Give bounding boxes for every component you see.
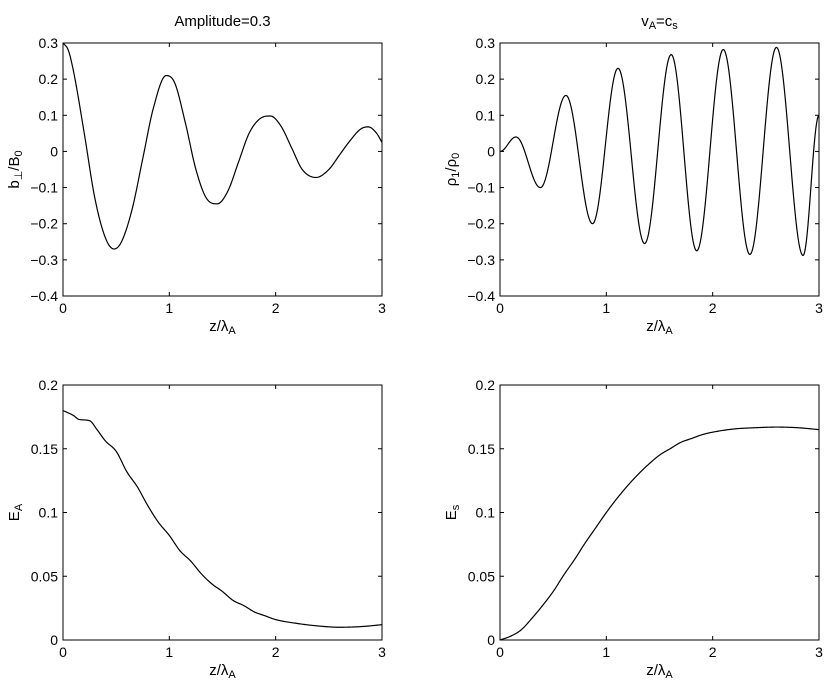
x-tick-label: 3 [815, 300, 823, 316]
chart-panel-top-right: 0 1 2 3 −0.4 −0.3 −0.2 −0.1 0 0.1 0.2 0.3 vA=cs z/λA ρ… [443, 13, 823, 337]
y-tick-label: 0.05 [468, 568, 495, 584]
x-axis-label: z/λA [209, 662, 236, 681]
y-tick-label: 0.3 [39, 35, 59, 51]
x-tick-label: 1 [602, 644, 610, 660]
y-tick-label: 0.1 [39, 107, 59, 123]
x-tick-label: 2 [272, 300, 280, 316]
x-tick-label: 2 [709, 300, 717, 316]
y-tick-label: 0.15 [468, 441, 495, 457]
y-tick-label: 0.2 [476, 71, 496, 87]
y-axis-label: b⊥/B0 [6, 150, 25, 188]
series-line [62, 42, 383, 250]
y-tick-label: 0.2 [39, 377, 59, 393]
chart-panel-bottom-left: 0 1 2 3 0 0.05 0.1 0.15 0.2 z/λA EA [6, 377, 386, 681]
plot-frame [499, 384, 820, 641]
y-tick-label: 0 [487, 143, 495, 159]
y-tick-label: −0.2 [467, 216, 495, 232]
y-tick-label: 0.2 [476, 377, 496, 393]
series-line [499, 46, 820, 257]
chart-panel-bottom-right: 0 1 2 3 0 0.05 0.1 0.15 0.2 z/λA Es [443, 377, 823, 681]
chart-title: Amplitude=0.3 [174, 13, 270, 30]
y-tick-label: 0.05 [31, 568, 58, 584]
y-tick-label: 0.3 [476, 35, 496, 51]
y-tick-label: 0.1 [39, 505, 59, 521]
x-tick-label: 1 [165, 644, 173, 660]
y-tick-label: 0.2 [39, 71, 59, 87]
x-tick-label: 0 [59, 644, 67, 660]
x-tick-label: 3 [815, 644, 823, 660]
x-tick-label: 1 [602, 300, 610, 316]
series-line [62, 409, 383, 628]
plot-frame [499, 42, 820, 297]
x-axis-label: z/λA [646, 318, 673, 337]
y-tick-label: 0.1 [476, 107, 496, 123]
x-tick-label: 0 [496, 644, 504, 660]
plot-frame [62, 384, 383, 641]
y-tick-label: 0 [50, 632, 58, 648]
x-tick-label: 2 [272, 644, 280, 660]
y-tick-label: −0.3 [30, 252, 58, 268]
plot-frame [62, 42, 383, 297]
y-tick-label: −0.4 [467, 288, 495, 304]
y-tick-label: −0.4 [30, 288, 58, 304]
x-tick-label: 3 [378, 300, 386, 316]
y-axis-label: Es [443, 504, 462, 520]
y-tick-label: −0.2 [30, 216, 58, 232]
x-tick-label: 1 [165, 300, 173, 316]
y-tick-label: 0.1 [476, 505, 496, 521]
y-axis-label: ρ1/ρ0 [443, 153, 462, 187]
series-line [499, 426, 820, 641]
x-tick-label: 3 [378, 644, 386, 660]
y-tick-label: 0.15 [31, 441, 58, 457]
y-tick-label: 0 [487, 632, 495, 648]
y-tick-label: −0.1 [467, 180, 495, 196]
x-axis-label: z/λA [209, 318, 236, 337]
chart-title: vA=cs [641, 13, 678, 32]
y-tick-label: −0.1 [30, 180, 58, 196]
y-axis-label: EA [6, 503, 25, 521]
y-tick-label: 0 [50, 143, 58, 159]
x-tick-label: 0 [496, 300, 504, 316]
chart-panel-top-left: 0 1 2 3 −0.4 −0.3 −0.2 −0.1 0 0.1 0.2 0.3 Amplitude=… [6, 13, 386, 337]
x-tick-label: 0 [59, 300, 67, 316]
x-axis-label: z/λA [646, 662, 673, 681]
x-tick-label: 2 [709, 644, 717, 660]
y-tick-label: −0.3 [467, 252, 495, 268]
